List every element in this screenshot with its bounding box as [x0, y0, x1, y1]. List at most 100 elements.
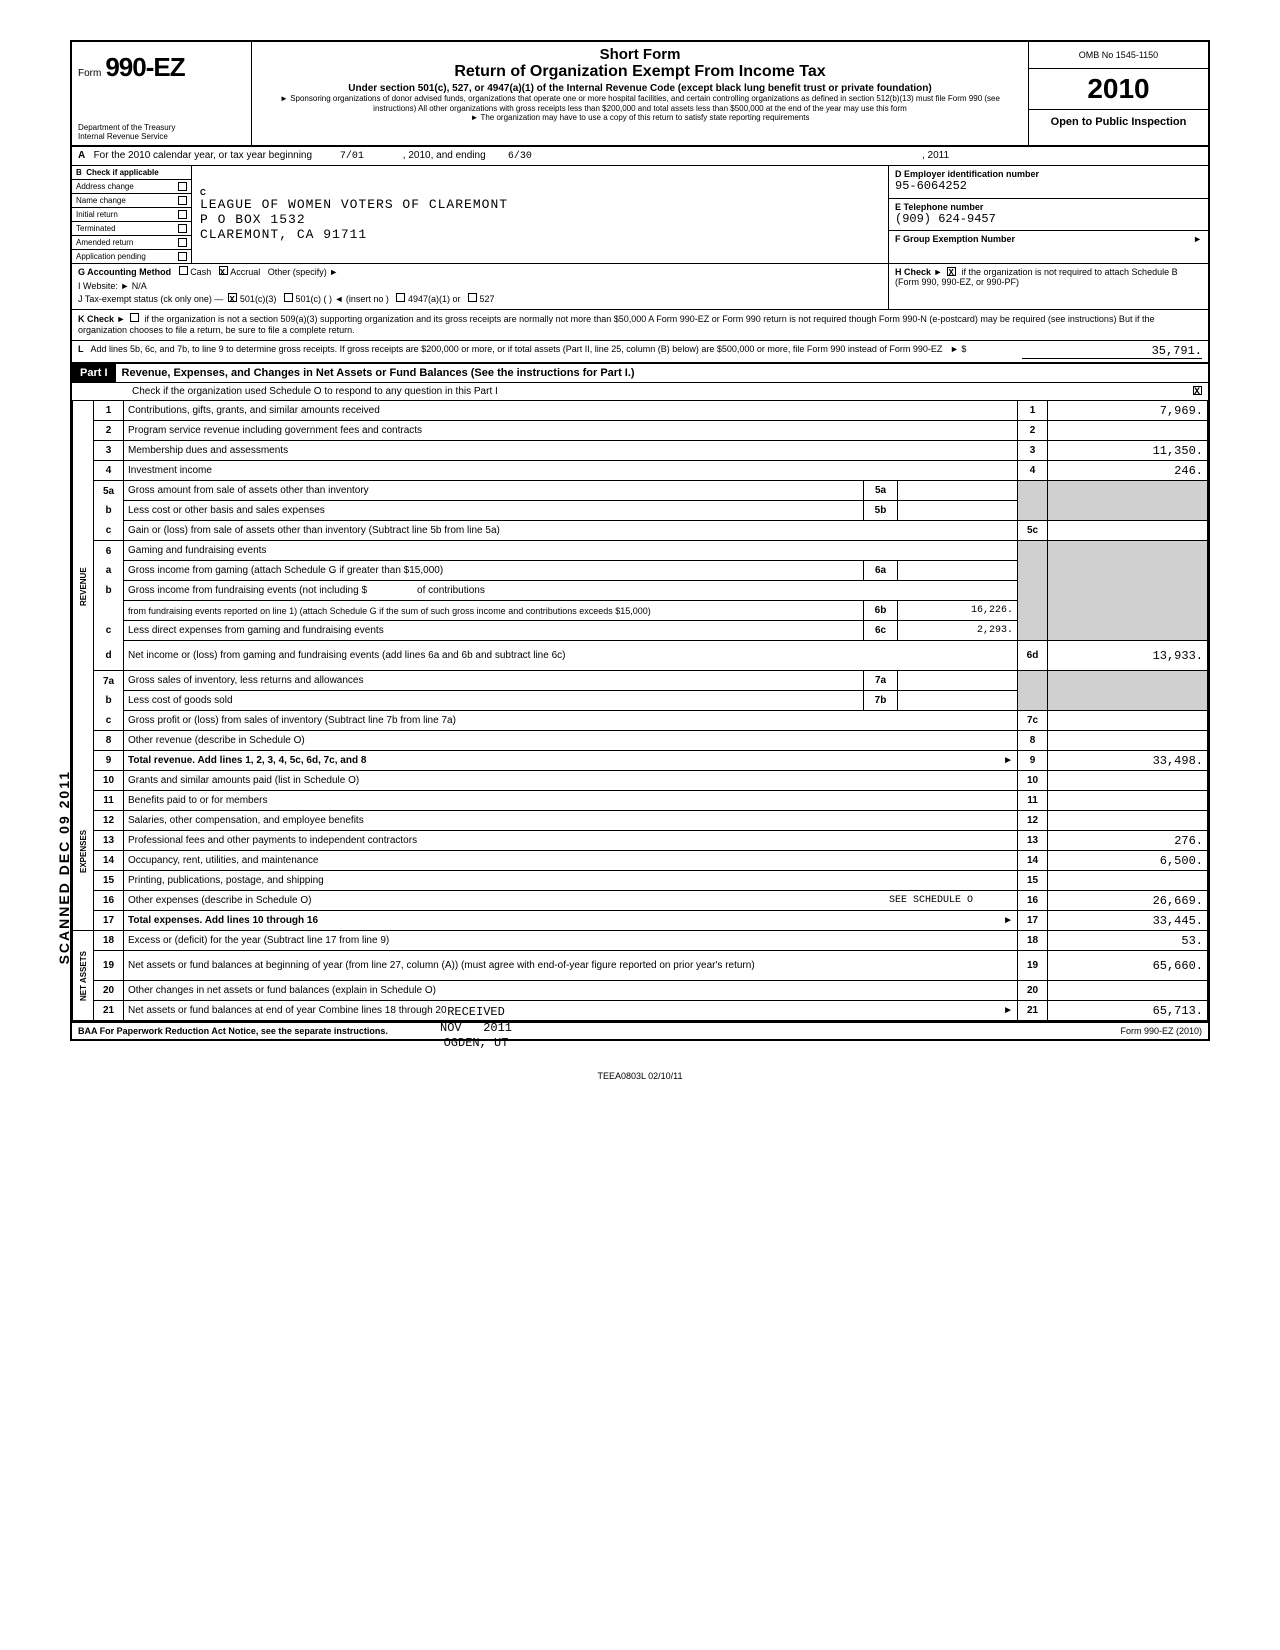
line8-desc: Other revenue (describe in Schedule O): [124, 731, 1018, 751]
footer-code: TEEA0803L 02/10/11: [70, 1071, 1210, 1081]
line5c-rn: 5c: [1018, 521, 1048, 541]
row-ghij: G Accounting Method Cash X Accrual Other…: [72, 264, 1208, 310]
row-a: A For the 2010 calendar year, or tax yea…: [72, 147, 1208, 166]
shade: [1018, 691, 1048, 711]
line21-num: 21: [94, 1001, 124, 1021]
line10-rn: 10: [1018, 771, 1048, 791]
header-left: Form 990-EZ Department of the Treasury I…: [72, 42, 252, 145]
side-netassets: NET ASSETS: [73, 931, 94, 1021]
footer-right: Form 990-EZ (2010): [1120, 1026, 1202, 1036]
lines-table: REVENUE 1 Contributions, gifts, grants, …: [72, 401, 1208, 1022]
a-mid: , 2010, and ending: [403, 150, 486, 161]
e-label: E Telephone number: [895, 202, 983, 212]
line7c-num: c: [94, 711, 124, 731]
checkbox-scheduleO[interactable]: X: [1193, 386, 1202, 395]
line18-num: 18: [94, 931, 124, 951]
part1-title: Revenue, Expenses, and Changes in Net As…: [116, 364, 1208, 382]
checkbox[interactable]: [178, 210, 187, 219]
shade: [1048, 501, 1208, 521]
line13-desc: Professional fees and other payments to …: [124, 831, 1018, 851]
line14-rn: 14: [1018, 851, 1048, 871]
line6d-desc: Net income or (loss) from gaming and fun…: [124, 641, 1018, 671]
side-expenses: EXPENSES: [73, 771, 94, 931]
line3-desc: Membership dues and assessments: [124, 441, 1018, 461]
line10-amt: [1048, 771, 1208, 791]
shade: [1048, 621, 1208, 641]
ein: 95-6064252: [895, 179, 967, 193]
line2-desc: Program service revenue including govern…: [124, 421, 1018, 441]
checkbox[interactable]: [178, 238, 187, 247]
line6b-sc: 6b: [864, 601, 898, 621]
b-header: Check if applicable: [86, 168, 158, 177]
title-return: Return of Organization Exempt From Incom…: [260, 63, 1020, 81]
line8-rn: 8: [1018, 731, 1048, 751]
j-527: 527: [480, 294, 495, 304]
line5b-num: b: [94, 501, 124, 521]
line18-desc: Excess or (deficit) for the year (Subtra…: [124, 931, 1018, 951]
line12-desc: Salaries, other compensation, and employ…: [124, 811, 1018, 831]
check-terminated: Terminated: [76, 224, 116, 233]
line4-num: 4: [94, 461, 124, 481]
line11-amt: [1048, 791, 1208, 811]
line10-desc: Grants and similar amounts paid (list in…: [124, 771, 1018, 791]
checkbox-527[interactable]: [468, 293, 477, 302]
line19-rn: 19: [1018, 951, 1048, 981]
checkbox-501c3[interactable]: X: [228, 293, 237, 302]
checkbox-h[interactable]: X: [947, 267, 956, 276]
title-short-form: Short Form: [260, 46, 1020, 63]
line20-num: 20: [94, 981, 124, 1001]
checkbox-cash[interactable]: [179, 266, 188, 275]
shade: [1048, 671, 1208, 691]
line13-amt: 276.: [1048, 831, 1208, 851]
l-amount: 35,791.: [1022, 344, 1202, 359]
header-center: Short Form Return of Organization Exempt…: [252, 42, 1028, 145]
checkbox[interactable]: [178, 252, 187, 261]
line5b-sc: 5b: [864, 501, 898, 521]
row-k: K Check ► if the organization is not a s…: [72, 310, 1208, 341]
line6b-num: b: [94, 581, 124, 601]
checkbox-4947[interactable]: [396, 293, 405, 302]
line17-desc: Total expenses. Add lines 10 through 16: [128, 915, 318, 926]
shade: [1048, 561, 1208, 581]
line5a-desc: Gross amount from sale of assets other t…: [124, 481, 864, 501]
line5c-desc: Gain or (loss) from sale of assets other…: [124, 521, 1018, 541]
line7c-rn: 7c: [1018, 711, 1048, 731]
checkbox-accrual[interactable]: X: [219, 266, 228, 275]
line16-rn: 16: [1018, 891, 1048, 911]
checkbox-501c[interactable]: [284, 293, 293, 302]
line6b-sa: 16,226.: [898, 601, 1018, 621]
line5c-amt: [1048, 521, 1208, 541]
line7b-desc: Less cost of goods sold: [124, 691, 864, 711]
line21-amt: 65,713.: [1048, 1001, 1208, 1021]
line13-rn: 13: [1018, 831, 1048, 851]
irs: Internal Revenue Service: [78, 132, 245, 141]
line6d-rn: 6d: [1018, 641, 1048, 671]
line6b-desc1: Gross income from fundraising events (no…: [128, 585, 367, 596]
checkbox-k[interactable]: [130, 313, 139, 322]
checkbox[interactable]: [178, 196, 187, 205]
form-990ez: Form 990-EZ Department of the Treasury I…: [70, 40, 1210, 1041]
line5c-num: c: [94, 521, 124, 541]
col-h: H Check ► X if the organization is not r…: [888, 264, 1208, 309]
checkbox[interactable]: [178, 182, 187, 191]
line6a-num: a: [94, 561, 124, 581]
header: Form 990-EZ Department of the Treasury I…: [72, 42, 1208, 147]
line1-desc: Contributions, gifts, grants, and simila…: [124, 401, 1018, 421]
line1-num: 1: [94, 401, 124, 421]
line19-desc: Net assets or fund balances at beginning…: [124, 951, 1018, 981]
part1-header: Part I Revenue, Expenses, and Changes in…: [72, 364, 1208, 383]
line5a-sc: 5a: [864, 481, 898, 501]
dept-treasury: Department of the Treasury: [78, 123, 245, 132]
shade: [1018, 561, 1048, 581]
line7b-num: b: [94, 691, 124, 711]
checkbox[interactable]: [178, 224, 187, 233]
l-label: L: [78, 344, 84, 354]
line8-num: 8: [94, 731, 124, 751]
shade: [1048, 691, 1208, 711]
side-revenue: REVENUE: [73, 401, 94, 771]
org-addr2: CLAREMONT, CA 91711: [200, 227, 880, 242]
a-label: A: [78, 150, 85, 161]
line3-num: 3: [94, 441, 124, 461]
shade: [1018, 481, 1048, 501]
line21-arrow: ►: [1003, 1005, 1013, 1016]
